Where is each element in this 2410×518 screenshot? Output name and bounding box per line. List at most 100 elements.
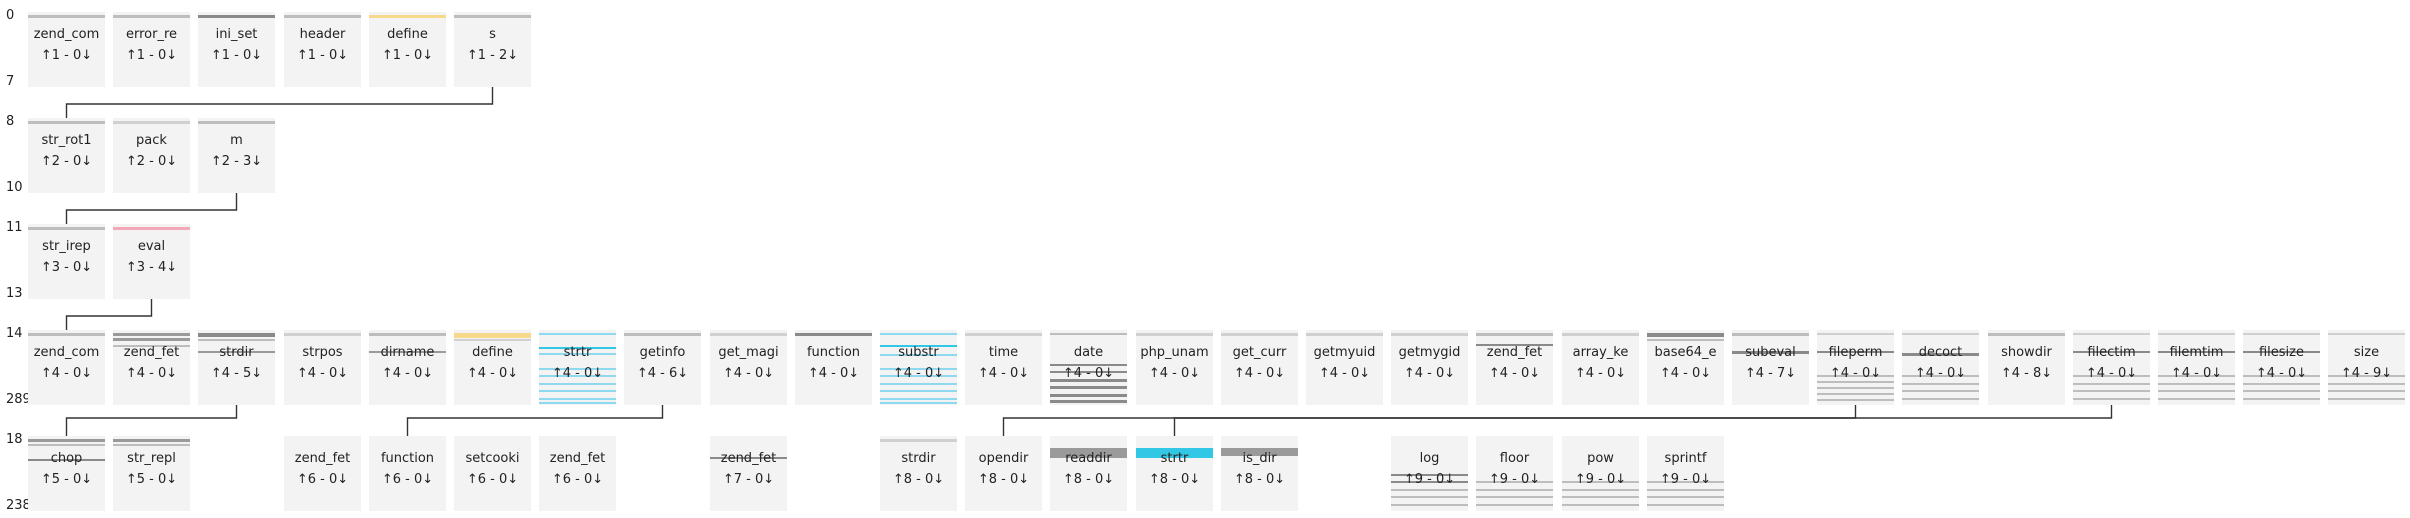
function-node-stats: ↑9 - 0↓ [1574,472,1627,487]
function-node[interactable]: ini_set ↑1 - 0↓ [198,12,275,87]
function-node[interactable]: get_magi ↑4 - 0↓ [710,330,787,405]
function-node[interactable]: strpos ↑4 - 0↓ [284,330,361,405]
node-highlight-bar [2328,333,2405,335]
function-node-stats: ↑4 - 0↓ [1062,366,1115,381]
function-node[interactable]: header ↑1 - 0↓ [284,12,361,87]
function-node[interactable]: array_ke ↑4 - 0↓ [1562,330,1639,405]
function-node[interactable]: eval ↑3 - 4↓ [113,224,190,299]
function-node[interactable]: zend_fet ↑6 - 0↓ [539,436,616,511]
row-bottom-label: 238 [6,498,31,513]
function-node-name: ini_set [215,27,258,42]
function-node[interactable]: substr ↑4 - 0↓ [880,330,957,405]
function-node-name: log [1419,451,1440,466]
function-node[interactable]: zend_fet ↑4 - 0↓ [1476,330,1553,405]
function-node[interactable]: zend_fet ↑6 - 0↓ [284,436,361,511]
node-highlight-bar [1221,333,1298,336]
function-node[interactable]: strtr ↑8 - 0↓ [1136,436,1213,511]
row-top-label: 0 [6,8,15,23]
function-node[interactable]: getinfo ↑4 - 6↓ [624,330,701,405]
node-highlight-bar [1988,333,2065,336]
node-highlight-bar [369,351,446,353]
function-node[interactable]: function ↑4 - 0↓ [795,330,872,405]
function-node[interactable]: chop ↑5 - 0↓ [28,436,105,511]
function-node-name: substr [898,345,939,360]
function-node[interactable]: floor ↑9 - 0↓ [1476,436,1553,511]
function-node[interactable]: time ↑4 - 0↓ [965,330,1042,405]
function-node[interactable]: subeval ↑4 - 7↓ [1732,330,1809,405]
function-node[interactable]: str_rot1 ↑2 - 0↓ [28,118,105,193]
function-node[interactable]: php_unam ↑4 - 0↓ [1136,330,1213,405]
function-node[interactable]: filesize ↑4 - 0↓ [2243,330,2320,405]
function-node[interactable]: m ↑2 - 3↓ [198,118,275,193]
function-node-stats: ↑9 - 0↓ [1659,472,1712,487]
function-node[interactable]: zend_com ↑4 - 0↓ [28,330,105,405]
node-highlight-bar [1562,504,1639,506]
function-node[interactable]: s ↑1 - 2↓ [454,12,531,87]
function-node[interactable]: fileperm ↑4 - 0↓ [1817,330,1894,405]
function-node[interactable]: strtr ↑4 - 0↓ [539,330,616,405]
node-highlight-bar [2243,383,2320,385]
node-highlight-bar [2328,383,2405,385]
function-node-name: define [387,27,428,42]
function-node[interactable]: error_re ↑1 - 0↓ [113,12,190,87]
function-node[interactable]: strdir ↑4 - 5↓ [198,330,275,405]
function-node[interactable]: getmyuid ↑4 - 0↓ [1306,330,1383,405]
function-node[interactable]: str_irep ↑3 - 0↓ [28,224,105,299]
node-highlight-bar [1476,489,1553,491]
function-node[interactable]: get_curr ↑4 - 0↓ [1221,330,1298,405]
function-node[interactable]: is_dir ↑8 - 0↓ [1221,436,1298,511]
node-highlight-bar [28,227,105,230]
node-highlight-bar [198,15,275,18]
function-node[interactable]: date ↑4 - 0↓ [1050,330,1127,405]
function-node[interactable]: str_repl ↑5 - 0↓ [113,436,190,511]
call-link [1002,405,1857,436]
node-highlight-bar [1817,375,1894,377]
function-node-stats: ↑4 - 0↓ [1574,366,1627,381]
function-node[interactable]: getmygid ↑4 - 0↓ [1391,330,1468,405]
function-node-name: function [380,451,435,466]
function-node-name: is_dir [1242,451,1277,466]
node-highlight-bar [1391,496,1468,498]
node-highlight-bar [710,333,787,336]
function-node[interactable]: size ↑4 - 9↓ [2328,330,2405,405]
function-node[interactable]: zend_fet ↑4 - 0↓ [113,330,190,405]
function-node[interactable]: sprintf ↑9 - 0↓ [1647,436,1724,511]
node-highlight-bar [1221,448,1298,456]
function-node[interactable]: filectim ↑4 - 0↓ [2073,330,2150,405]
function-node[interactable]: opendir ↑8 - 0↓ [965,436,1042,511]
function-node[interactable]: pack ↑2 - 0↓ [113,118,190,193]
function-node[interactable]: filemtim ↑4 - 0↓ [2158,330,2235,405]
node-highlight-bar [113,439,190,442]
node-highlight-bar [2328,375,2405,377]
function-node-stats: ↑3 - 4↓ [125,260,178,275]
function-node-stats: ↑4 - 7↓ [1744,366,1797,381]
function-node[interactable]: log ↑9 - 0↓ [1391,436,1468,511]
node-highlight-bar [113,333,190,336]
function-node[interactable]: base64_e ↑4 - 0↓ [1647,330,1724,405]
function-node[interactable]: showdir ↑4 - 8↓ [1988,330,2065,405]
function-node[interactable]: readdir ↑8 - 0↓ [1050,436,1127,511]
function-node[interactable]: strdir ↑8 - 0↓ [880,436,957,511]
node-highlight-bar [1562,496,1639,498]
function-node[interactable]: define ↑1 - 0↓ [369,12,446,87]
node-highlight-bar [2243,333,2320,335]
function-node-stats: ↑4 - 5↓ [210,366,263,381]
function-node-name: readdir [1065,451,1112,466]
node-highlight-bar [1902,398,1979,400]
node-highlight-bar [1732,333,1809,336]
node-highlight-bar [369,15,446,18]
node-highlight-bar [880,439,957,442]
function-node[interactable]: define ↑4 - 0↓ [454,330,531,405]
function-node[interactable]: decoct ↑4 - 0↓ [1902,330,1979,405]
function-node-stats: ↑4 - 0↓ [892,366,945,381]
node-highlight-bar [113,444,190,446]
function-node-stats: ↑4 - 0↓ [2170,366,2223,381]
function-node[interactable]: setcooki ↑6 - 0↓ [454,436,531,511]
function-node[interactable]: function ↑6 - 0↓ [369,436,446,511]
function-node[interactable]: pow ↑9 - 0↓ [1562,436,1639,511]
node-highlight-bar [539,368,616,370]
function-node[interactable]: zend_fet ↑7 - 0↓ [710,436,787,511]
function-node[interactable]: zend_com ↑1 - 0↓ [28,12,105,87]
function-node-stats: ↑4 - 8↓ [2000,366,2053,381]
function-node[interactable]: dirname ↑4 - 0↓ [369,330,446,405]
